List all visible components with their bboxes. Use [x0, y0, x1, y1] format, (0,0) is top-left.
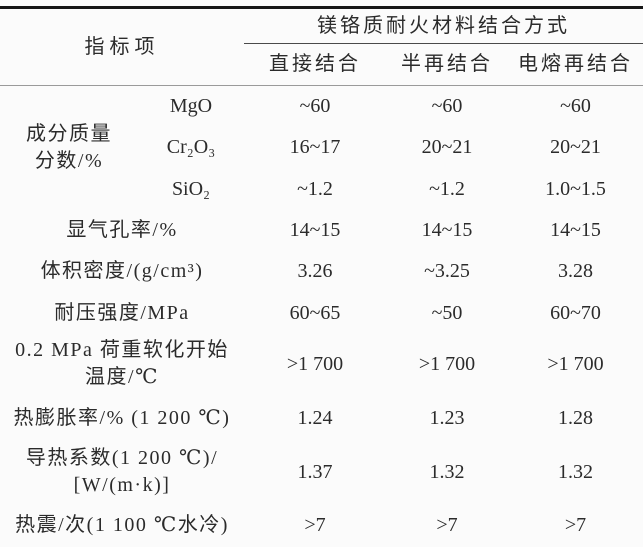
row-label-refractoriness-under-load: 0.2 MPa 荷重软化开始 温度/℃ — [15, 339, 229, 388]
cell-value: ~60 — [431, 94, 463, 117]
table-row: 导热系数(1 200 ℃)/ [W/(m·k)] 1.37 1.32 1.32 — [0, 442, 643, 502]
cell-value: 1.37 — [297, 460, 333, 483]
cell-value: ~50 — [431, 301, 463, 324]
cell-value: 1.28 — [558, 406, 593, 429]
table-row: 体积密度/(g/cm³) 3.26 ~3.25 3.28 — [0, 250, 643, 292]
table-row: 热膨胀率/% (1 200 ℃) 1.24 1.23 1.28 — [0, 394, 643, 442]
cell-value: 1.0~1.5 — [545, 177, 606, 200]
cell-value: 1.32 — [558, 460, 593, 483]
table-row: 耐压强度/MPa 60~65 ~50 60~70 — [0, 292, 643, 334]
cell-value: 14~15 — [421, 218, 473, 241]
row-label-bulk-density: 体积密度/(g/cm³) — [40, 259, 204, 282]
row-label-thermal-expansion: 热膨胀率/% (1 200 ℃) — [13, 406, 231, 429]
row-label-compressive-strength: 耐压强度/MPa — [54, 301, 190, 324]
sub-label-mgo: MgO — [169, 94, 213, 117]
cell-value: 14~15 — [550, 218, 601, 241]
cell-value: >1 700 — [547, 352, 604, 375]
cell-value: >1 700 — [286, 352, 344, 375]
group-label-composition: 成分质量 分数/% — [26, 123, 112, 172]
cell-value: ~3.25 — [424, 259, 470, 282]
row-label-apparent-porosity: 显气孔率/% — [66, 218, 178, 241]
table-row: 成分质量 分数/% MgO ~60 ~60 ~60 — [0, 86, 643, 173]
cell-value: 16~17 — [289, 135, 341, 158]
cell-value: >7 — [564, 513, 587, 536]
cell-value: 20~21 — [421, 135, 473, 158]
cell-value: 1.23 — [429, 406, 465, 429]
cell-value: 20~21 — [550, 135, 601, 158]
indicator-column-header: 指标项 — [0, 7, 244, 86]
refractory-spec-table: 指标项 镁铬质耐火材料结合方式 直接结合 半再结合 电熔再结合 成分质量 分数/… — [0, 6, 643, 547]
cell-value: 14~15 — [289, 218, 341, 241]
table-row: SiO₂ ~1.2 ~1.2 1.0~1.5 — [0, 168, 643, 210]
spanner-header: 镁铬质耐火材料结合方式 — [244, 7, 643, 45]
cell-value: ~1.2 — [297, 177, 333, 200]
cell-value: >7 — [304, 513, 326, 536]
cell-value: 1.32 — [429, 460, 465, 483]
table-row: 0.2 MPa 荷重软化开始 温度/℃ >1 700 >1 700 >1 700 — [0, 334, 643, 394]
cell-value: >7 — [436, 513, 458, 536]
column-header-fused-rebond: 电熔再结合 — [508, 43, 643, 86]
cell-value: >1 700 — [418, 352, 476, 375]
cell-value: ~1.2 — [429, 177, 465, 200]
cell-value: 3.28 — [558, 259, 593, 282]
column-header-semi-rebond: 半再结合 — [386, 43, 508, 86]
row-label-thermal-conductivity: 导热系数(1 200 ℃)/ [W/(m·k)] — [25, 447, 219, 496]
cell-value: 60~65 — [289, 301, 341, 324]
cell-value: 1.24 — [297, 406, 333, 429]
sub-label-cr2o3: Cr₂O₃ — [166, 135, 216, 158]
cell-value: ~60 — [560, 94, 591, 117]
cell-value: 60~70 — [550, 301, 601, 324]
row-label-thermal-shock: 热震/次(1 100 ℃水冷) — [15, 513, 229, 536]
header-row-bond-types: 直接结合 半再结合 电熔再结合 — [0, 43, 643, 86]
sub-label-sio2: SiO₂ — [171, 177, 211, 200]
header-row-spanner: 指标项 镁铬质耐火材料结合方式 — [0, 7, 643, 86]
table-row: 显气孔率/% 14~15 14~15 14~15 — [0, 210, 643, 250]
table-row: 热震/次(1 100 ℃水冷) >7 >7 >7 — [0, 502, 643, 547]
cell-value: ~60 — [299, 94, 331, 117]
cell-value: 3.26 — [297, 259, 333, 282]
column-header-direct-bond: 直接结合 — [244, 43, 386, 86]
table-row: Cr₂O₃ 16~17 20~21 20~21 — [0, 126, 643, 168]
